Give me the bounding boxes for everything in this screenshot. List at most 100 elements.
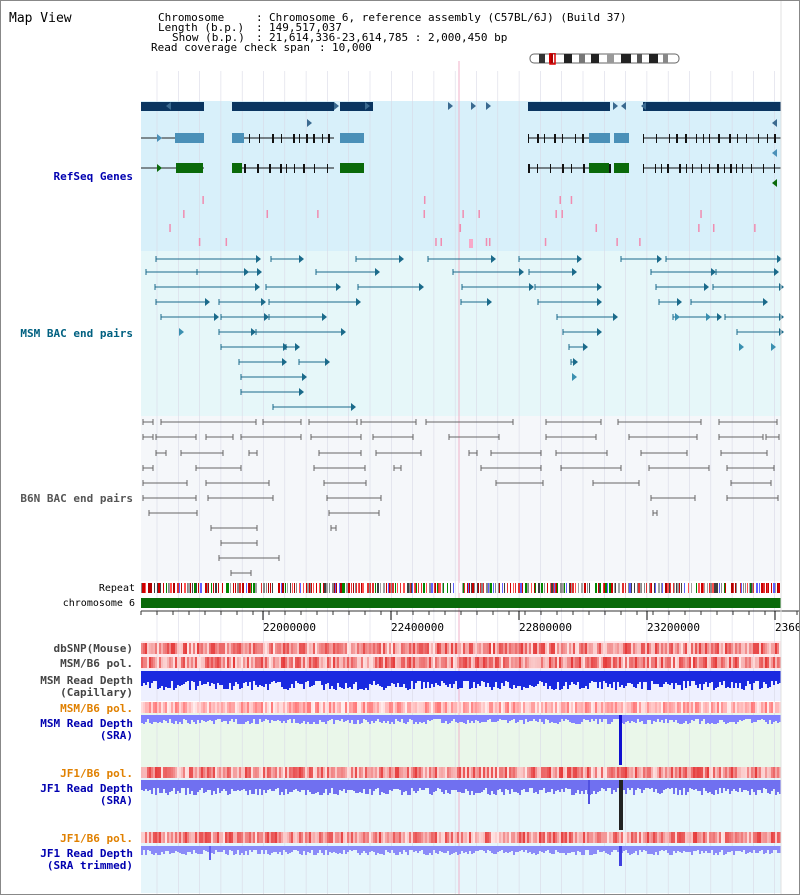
track-label-msm-b6-pol-2[interactable]: MSM/B6 pol. xyxy=(60,702,133,715)
refseq-marker xyxy=(435,238,437,246)
repeat-segment xyxy=(144,583,145,593)
jf1-depth-sra-bar xyxy=(765,780,767,789)
jf1-b6-pol-cell xyxy=(563,832,565,843)
jf1-depth-trim-bar xyxy=(531,846,533,854)
chromosome-ideogram[interactable] xyxy=(529,53,681,65)
repeat-segment xyxy=(253,583,255,593)
jf1-b6-pol-cell xyxy=(277,767,279,778)
exon xyxy=(328,134,330,143)
jf1-depth-sra-bar xyxy=(603,780,605,789)
msm-depth-cap-bar xyxy=(575,671,577,685)
msm-b6-pol-cell xyxy=(397,702,399,713)
jf1-depth-trim-bar xyxy=(309,846,311,853)
msm-b6-pol-cell xyxy=(719,702,721,713)
jf1-b6-pol-cell xyxy=(283,767,285,778)
track-label-jf1-b6-pol[interactable]: JF1/B6 pol. xyxy=(60,767,133,780)
track-label-jf1-depth-trimmed[interactable]: JF1 Read Depth xyxy=(40,847,133,860)
msm-depth-cap-bar xyxy=(449,671,451,684)
exon xyxy=(729,134,731,143)
msm-b6-pol-cell xyxy=(295,657,297,668)
msm-depth-cap-bar xyxy=(731,671,733,682)
msm-b6-pol-cell xyxy=(665,702,667,713)
msm-b6-pol-cell xyxy=(717,657,719,668)
jf1-b6-pol-cell xyxy=(447,832,449,843)
jf1-b6-pol-cell xyxy=(375,767,377,778)
dbsnp-cell xyxy=(301,643,303,654)
track-label-msm-depth-capillary[interactable]: MSM Read Depth xyxy=(40,674,133,687)
msm-depth-cap-bar xyxy=(699,671,701,684)
jf1-depth-sra-bar xyxy=(729,780,731,794)
track-label-jf1-depth-sra[interactable]: JF1 Read Depth xyxy=(40,782,133,795)
msm-b6-pol-cell xyxy=(313,702,315,713)
jf1-depth-trim-bar xyxy=(683,846,685,851)
refseq-marker xyxy=(169,224,171,232)
repeat-segment xyxy=(490,583,492,593)
jf1-depth-trim-bar xyxy=(301,846,303,855)
track-label-repeat[interactable]: Repeat xyxy=(98,583,135,594)
jf1-b6-pol-cell xyxy=(665,767,667,778)
jf1-b6-pol-cell xyxy=(725,767,727,778)
msm-depth-cap-bar xyxy=(629,671,631,683)
msm-b6-pol-cell xyxy=(183,702,185,713)
repeat-segment xyxy=(192,583,193,593)
dbsnp-cell xyxy=(163,643,165,654)
msm-b6-pol-cell xyxy=(339,657,341,668)
msm-b6-pol-cell xyxy=(427,702,429,713)
jf1-depth-sra-bar xyxy=(379,780,381,795)
jf1-b6-pol-cell xyxy=(209,767,211,778)
jf1-depth-trim-bar xyxy=(193,846,195,850)
msm-b6-pol-cell xyxy=(721,702,723,713)
msm-depth-sra-bar xyxy=(587,715,589,720)
track-label-dbsnp[interactable]: dbSNP(Mouse) xyxy=(53,642,133,655)
jf1-depth-trim-bar xyxy=(641,846,643,852)
jf1-depth-trim-bar xyxy=(253,846,255,850)
msm-depth-cap-bar xyxy=(495,671,497,682)
track-label-chromosome[interactable]: chromosome 6 xyxy=(62,598,135,609)
msm-b6-pol-cell xyxy=(439,657,441,668)
jf1-b6-pol-cell xyxy=(741,767,743,778)
repeat-segment xyxy=(763,583,765,593)
msm-depth-cap-bar xyxy=(173,671,175,690)
msm-b6-pol-cell xyxy=(403,657,405,668)
msm-depth-sra-bar xyxy=(465,715,467,724)
msm-depth-sra-bar xyxy=(223,715,225,721)
jf1-b6-pol-cell xyxy=(247,767,249,778)
repeat-segment xyxy=(535,583,536,593)
msm-depth-sra-bar xyxy=(597,715,599,724)
jf1-b6-pol-cell xyxy=(541,767,543,778)
msm-b6-pol-cell xyxy=(415,702,417,713)
track-label-refseq[interactable]: RefSeq Genes xyxy=(53,170,133,183)
jf1-depth-sra-bar xyxy=(681,780,683,795)
msm-b6-pol-cell xyxy=(505,657,507,668)
track-label-msm-depth-sra[interactable]: MSM Read Depth xyxy=(40,717,133,730)
msm-b6-pol-cell xyxy=(411,702,413,713)
msm-b6-pol-cell xyxy=(633,702,635,713)
msm-depth-cap-bar xyxy=(681,671,683,690)
track-label-msm-b6-pol[interactable]: MSM/B6 pol. xyxy=(60,657,133,670)
msm-depth-sra-bar xyxy=(497,715,499,721)
dbsnp-cell xyxy=(247,643,249,654)
jf1-depth-sra-bar xyxy=(599,780,601,791)
msm-b6-pol-cell xyxy=(465,702,467,713)
repeat-segment xyxy=(170,583,172,593)
track-label-msm-bac[interactable]: MSM BAC end pairs xyxy=(20,327,133,340)
msm-bac-arrow xyxy=(341,328,346,336)
msm-b6-pol-cell xyxy=(211,702,213,713)
msm-bac-arrow xyxy=(336,283,341,291)
msm-bac-arrow xyxy=(179,328,184,336)
msm-b6-pol-cell xyxy=(239,702,241,713)
jf1-b6-pol-cell xyxy=(611,832,613,843)
msm-b6-pol-cell xyxy=(465,657,467,668)
jf1-depth-sra-bar xyxy=(539,780,541,790)
track-label-b6n-bac[interactable]: B6N BAC end pairs xyxy=(20,492,133,505)
msm-b6-pol-cell xyxy=(397,657,399,668)
repeat-segment xyxy=(761,583,763,593)
msm-b6-pol-cell xyxy=(699,657,701,668)
msm-b6-pol-cell xyxy=(279,702,281,713)
msm-b6-pol-cell xyxy=(261,702,263,713)
repeat-segment xyxy=(294,583,295,593)
jf1-depth-sra-bar xyxy=(733,780,735,789)
dbsnp-cell xyxy=(695,643,697,654)
track-label-jf1-b6-pol-2[interactable]: JF1/B6 pol. xyxy=(60,832,133,845)
